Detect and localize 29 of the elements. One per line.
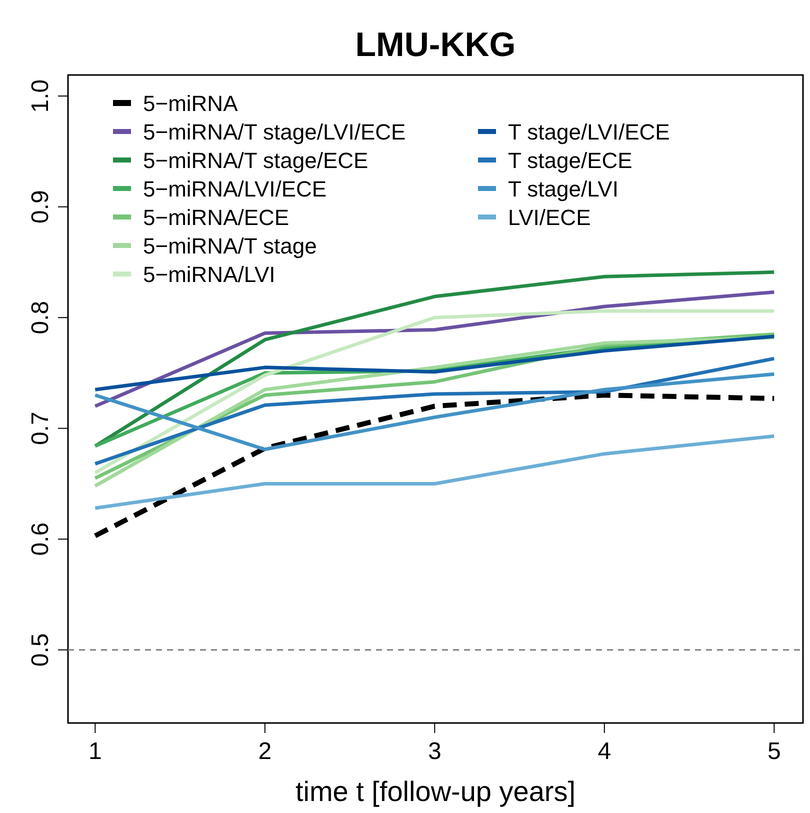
line-series bbox=[93, 334, 776, 392]
line-series bbox=[93, 356, 776, 466]
x-tick-label: 3 bbox=[428, 738, 442, 765]
x-tick-label: 5 bbox=[767, 738, 781, 765]
legend-label: T stage/LVI/ECE bbox=[508, 120, 670, 144]
chart-title: LMU-KKG bbox=[355, 26, 516, 64]
line-series bbox=[93, 372, 776, 452]
line-series bbox=[93, 434, 776, 510]
legend-label: 5−miRNA/T stage bbox=[143, 234, 317, 258]
y-tick-label: 0.7 bbox=[27, 412, 54, 446]
legend-label: 5−miRNA/T stage/LVI/ECE bbox=[143, 120, 406, 144]
y-tick-label: 0.6 bbox=[27, 522, 54, 556]
y-tick-label: 0.8 bbox=[27, 300, 54, 334]
x-tick-label: 2 bbox=[258, 738, 272, 765]
y-tick-label: 1.0 bbox=[27, 79, 54, 113]
line-series bbox=[93, 309, 776, 474]
legend-label: LVI/ECE bbox=[508, 205, 591, 230]
legend-label: 5−miRNA/LVI/ECE bbox=[143, 176, 327, 202]
y-tick-label: 0.5 bbox=[27, 633, 54, 667]
legend-label: 5−miRNA/T stage/ECE bbox=[143, 148, 368, 173]
legend-label: T stage/LVI bbox=[508, 176, 618, 202]
legend-label: T stage/ECE bbox=[508, 148, 632, 173]
y-tick-label: 0.9 bbox=[27, 190, 54, 224]
x-tick-label: 4 bbox=[598, 738, 612, 765]
x-axis-title: time t [follow-up years] bbox=[295, 776, 576, 807]
x-tick-label: 1 bbox=[88, 738, 102, 765]
legend-label: 5−miRNA bbox=[143, 91, 238, 116]
legend-label: 5−miRNA/ECE bbox=[143, 205, 290, 230]
legend-label: 5−miRNA/LVI bbox=[143, 262, 276, 287]
